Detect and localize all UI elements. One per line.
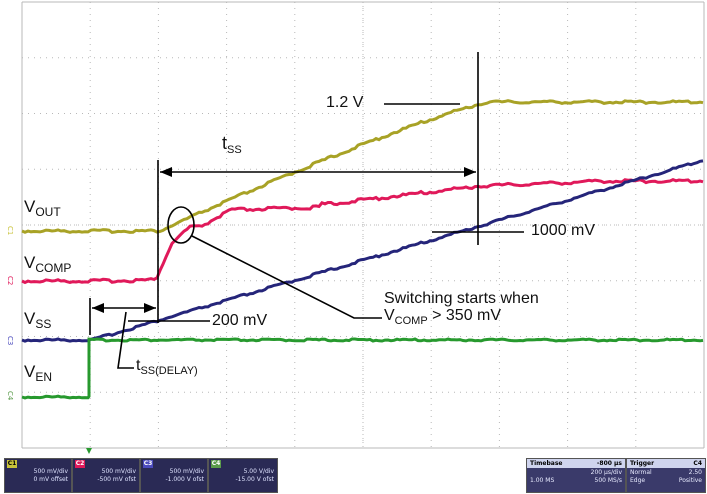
trace-vout	[21, 99, 704, 234]
switching-line2-rest: > 350 mV	[427, 306, 502, 324]
label-ven-main: V	[24, 362, 36, 381]
trigger-cell: Edge	[630, 477, 646, 484]
label-vss: VSS	[24, 310, 51, 330]
tss-delay-leader	[117, 311, 134, 369]
timebase-values: 200 µs/div 1.00 MS 500 MS/s	[527, 468, 625, 486]
trigger-source: C4	[693, 460, 702, 467]
channel-2-scale: 500 mV/div	[101, 468, 136, 475]
scope-status-bar: C1 500 mV/div 0 mV offset C2 500 mV/div …	[0, 456, 707, 494]
annotation-switching: Switching starts when VCOMP > 350 mV	[384, 290, 539, 328]
channel-2-header: C2	[73, 459, 139, 468]
trigger-header: Trigger C4	[627, 459, 705, 468]
trace-ven	[21, 337, 704, 400]
timebase-box[interactable]: Timebase -800 µs 200 µs/div 1.00 MS 500 M…	[526, 458, 626, 493]
channel-2-tag: C2	[75, 459, 85, 468]
channel-1-header: C1	[5, 459, 71, 468]
channel-marker-3: C3	[6, 336, 14, 345]
label-vss-main: V	[24, 309, 36, 328]
annotation-tss: tSS	[222, 134, 242, 157]
label-ven-sub: EN	[35, 370, 53, 384]
timebase-cell	[530, 469, 576, 477]
channel-1-box[interactable]: C1 500 mV/div 0 mV offset	[4, 458, 72, 493]
channel-marker-4: C4	[6, 391, 14, 401]
annotation-tss-delay-main: t	[136, 357, 141, 374]
trigger-position-marker	[86, 448, 92, 454]
channel-4-header: C4	[209, 459, 277, 468]
label-vcomp-main: V	[24, 253, 36, 272]
label-vcomp-sub: COMP	[35, 261, 72, 275]
channel-4-offset: -15.00 V ofst	[235, 476, 274, 483]
trigger-title: Trigger	[630, 460, 655, 467]
timebase-title: Timebase	[530, 460, 563, 467]
timebase-offset: -800 µs	[596, 460, 622, 467]
channel-3-box[interactable]: C3 500 mV/div -1.000 V ofst	[140, 458, 208, 493]
channel-4-scale: 5.00 V/div	[243, 468, 274, 475]
annotation-tss-sub: SS	[227, 144, 242, 156]
channel-3-header: C3	[141, 459, 207, 468]
trigger-cell: Positive	[678, 477, 702, 484]
channel-marker-2: C2	[6, 276, 14, 285]
trace-vcomp	[21, 177, 704, 285]
label-vcomp: VCOMP	[24, 254, 71, 274]
label-vout-sub: OUT	[35, 205, 61, 219]
annotation-200mv: 200 mV	[212, 312, 268, 329]
channel-markers: C1 C2 C3 C4	[6, 226, 92, 454]
switching-line2-main: V	[384, 306, 395, 324]
label-ven: VEN	[24, 363, 52, 383]
tss-delay-left-head	[92, 303, 104, 313]
channel-marker-1: C1	[6, 226, 14, 235]
channel-3-scale: 500 mV/div	[169, 468, 204, 475]
trigger-box[interactable]: Trigger C4 Normal 2.50 Edge Positive	[626, 458, 706, 493]
switching-leader	[191, 235, 382, 319]
annotation-switching-line1: Switching starts when	[384, 290, 539, 307]
annotation-1000mv: 1000 mV	[531, 222, 596, 239]
annotation-lines	[89, 52, 524, 369]
channel-1-scale: 500 mV/div	[33, 468, 68, 475]
channel-4-tag: C4	[211, 459, 221, 468]
annotation-tss-delay: tSS(DELAY)	[136, 357, 198, 378]
tss-delay-right-head	[144, 303, 156, 313]
channel-1-offset: 0 mV offset	[33, 476, 68, 483]
channel-3-tag: C3	[143, 459, 153, 468]
timebase-cell: 1.00 MS	[530, 477, 555, 484]
tss-arrow-left-head	[160, 167, 172, 177]
annotation-tss-main: t	[222, 133, 228, 153]
timebase-cell: 200 µs/div	[590, 469, 622, 476]
timebase-cell: 500 MS/s	[594, 477, 623, 484]
trigger-values: Normal 2.50 Edge Positive	[627, 468, 705, 486]
trigger-cell: Normal	[630, 469, 652, 476]
tss-arrow-right-head	[464, 167, 476, 177]
annotation-1-2v: 1.2 V	[326, 94, 364, 111]
label-vss-sub: SS	[35, 317, 52, 331]
waveform-traces	[21, 99, 704, 400]
annotation-tss-delay-sub: SS(DELAY)	[140, 365, 198, 377]
trace-vss	[21, 159, 704, 343]
channel-2-offset: -500 mV ofst	[97, 476, 136, 483]
channel-1-tag: C1	[7, 459, 17, 468]
switching-line2-sub: COMP	[394, 314, 428, 327]
timebase-header: Timebase -800 µs	[527, 459, 625, 468]
label-vout-main: V	[24, 197, 36, 216]
channel-2-box[interactable]: C2 500 mV/div -500 mV ofst	[72, 458, 140, 493]
graticule	[21, 1, 705, 449]
annotation-switching-line2: VCOMP > 350 mV	[384, 306, 539, 328]
trigger-cell: 2.50	[688, 469, 702, 476]
switching-point-circle	[167, 206, 195, 244]
label-vout: VOUT	[24, 198, 61, 218]
channel-3-offset: -1.000 V ofst	[165, 476, 204, 483]
channel-4-box[interactable]: C4 5.00 V/div -15.00 V ofst	[208, 458, 278, 493]
